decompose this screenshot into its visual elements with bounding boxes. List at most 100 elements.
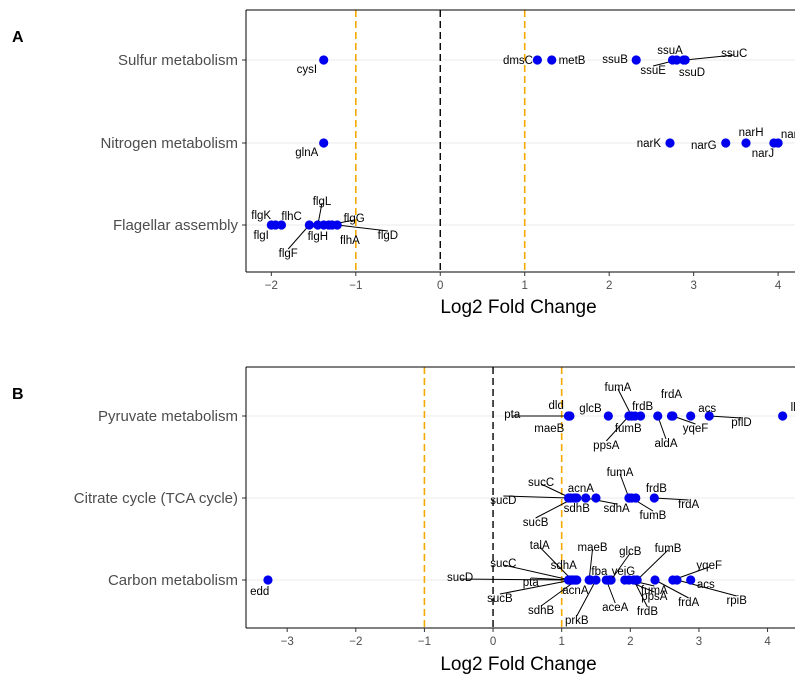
panel-tag: B — [12, 386, 24, 403]
gene-label: sucB — [487, 593, 513, 605]
x-axis-title: Log2 Fold Change — [440, 654, 596, 674]
gene-label: rpiB — [726, 595, 747, 607]
x-tick-label: 2 — [627, 636, 633, 648]
x-tick-label: −2 — [265, 280, 278, 292]
label-leader-line — [499, 579, 573, 595]
gene-label: maeB — [578, 542, 608, 554]
gene-label: pta — [504, 409, 521, 421]
data-point — [773, 138, 783, 148]
data-point — [276, 220, 287, 230]
data-point — [572, 575, 582, 585]
gene-label: yqeF — [683, 423, 709, 435]
gene-label: fumB — [615, 423, 642, 435]
data-point — [304, 220, 314, 230]
data-point — [591, 493, 601, 503]
x-tick-label: 4 — [764, 636, 771, 648]
gene-label: flhC — [281, 211, 301, 223]
gene-label: ssuD — [679, 67, 705, 79]
label-leader-line — [539, 546, 573, 581]
gene-label: sdhA — [603, 503, 630, 515]
data-point — [319, 55, 329, 65]
label-leader-line — [503, 564, 571, 581]
gene-label: aceA — [602, 602, 629, 614]
label-leader-line — [460, 578, 569, 581]
gene-label: frdA — [661, 389, 682, 401]
x-tick-label: 4 — [775, 280, 782, 292]
points-layer: ptadldmaeBglcBppsAfumAfumBfrdBaldAfrdAac… — [250, 382, 795, 627]
label-leader-line — [588, 548, 594, 581]
gene-label: ssuC — [721, 48, 747, 60]
gene-label: ppsA — [593, 440, 620, 452]
x-tick-label: 0 — [437, 280, 443, 292]
label-leader-line — [610, 552, 631, 581]
data-point — [650, 575, 660, 585]
gene-label: maeB — [534, 423, 564, 435]
label-leader-line — [633, 579, 648, 608]
gene-label: dld — [549, 400, 564, 412]
data-point — [603, 411, 613, 421]
points-layer: cysI dmsC metB ssuB ssuA ssuE ssuD ssuC glnA narK… — [251, 45, 795, 260]
gene-label: frdA — [678, 597, 699, 609]
gene-label: acs — [697, 579, 715, 591]
gene-label: fumA — [607, 467, 634, 479]
label-leader-line — [585, 497, 617, 505]
category-label: Sulfur metabolism — [118, 52, 238, 69]
gene-label: sucD — [447, 572, 473, 584]
data-point — [672, 575, 682, 585]
data-point — [631, 493, 641, 503]
gene-label: lldD — [791, 402, 795, 414]
category-label: Pyruvate metabolism — [98, 408, 238, 425]
gene-label: sucC — [490, 558, 516, 570]
gene-label: ppsA — [641, 591, 668, 603]
data-point — [649, 493, 659, 503]
gene-label: flgH — [308, 231, 328, 243]
gene-label: dmsC — [503, 55, 533, 67]
data-point — [741, 138, 751, 148]
x-tick-label: 3 — [690, 280, 696, 292]
gene-label: frdB — [646, 483, 667, 495]
gene-label: talA — [530, 540, 550, 552]
gene-label: yqeF — [696, 560, 722, 572]
data-point — [532, 55, 542, 65]
gene-label: fumB — [655, 543, 682, 555]
category-label: Flagellar assembly — [113, 217, 239, 234]
label-leader-line — [287, 224, 310, 250]
data-point — [332, 220, 342, 230]
data-point — [581, 493, 591, 503]
x-tick-label: −1 — [349, 280, 362, 292]
label-leader-line — [605, 415, 630, 442]
gene-label: flgL — [313, 196, 332, 208]
x-tick-label: −3 — [281, 636, 294, 648]
gene-label: sdhA — [551, 560, 578, 572]
x-tick-label: 1 — [522, 280, 528, 292]
data-point — [680, 55, 690, 65]
panel-b: B Pyruvate metabolism Citrate cycle (TCA c… — [12, 366, 795, 674]
category-label: Citrate cycle (TCA cycle) — [74, 490, 238, 507]
data-point — [672, 55, 682, 65]
x-tick-label: −2 — [349, 636, 362, 648]
gene-label: frdA — [678, 499, 699, 511]
data-point — [665, 138, 675, 148]
data-point — [591, 575, 601, 585]
data-point — [569, 493, 579, 503]
gene-label: glcB — [579, 403, 602, 415]
label-leader-line — [709, 415, 742, 419]
data-point — [686, 411, 696, 421]
label-leader-line — [654, 579, 689, 599]
panel-tag: A — [12, 29, 24, 46]
gene-label: fumA — [605, 382, 632, 394]
category-label: Carbon metabolism — [108, 572, 238, 589]
gene-label: ssuE — [640, 65, 666, 77]
gene-label: sdhB — [528, 605, 555, 617]
data-point — [631, 55, 641, 65]
gene-label: fumB — [640, 510, 667, 522]
data-point — [686, 575, 696, 585]
gene-label: frdB — [637, 606, 658, 618]
data-point — [263, 575, 273, 585]
data-point — [635, 411, 646, 421]
gene-label: pflD — [731, 417, 751, 429]
gene-label: narG — [691, 140, 717, 152]
gene-label: sdhB — [564, 503, 591, 515]
gene-label: narK — [637, 138, 662, 150]
gene-label: pta — [523, 577, 540, 589]
